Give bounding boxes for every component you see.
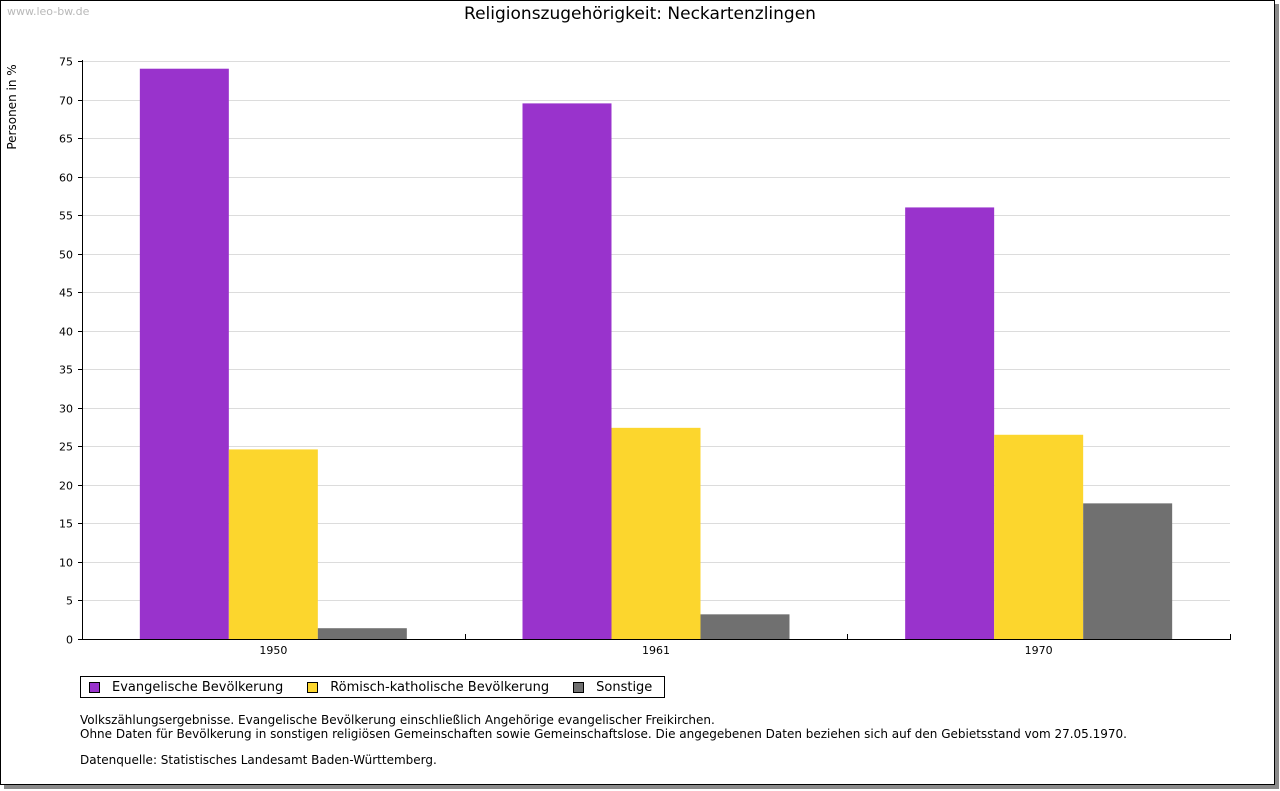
legend: Evangelische Bevölkerung Römisch-katholi… [80,676,666,698]
y-tick-label: 45 [59,287,73,300]
legend-label-katholisch: Römisch-katholische Bevölkerung [330,679,550,695]
legend-item-sonstige: Sonstige [573,680,652,695]
y-tick-label: 25 [59,441,73,454]
y-tick-label: 70 [59,95,73,108]
y-tick-label: 30 [59,403,73,416]
y-tick-label: 20 [59,480,73,493]
bar-1970-2 [994,434,1084,639]
bar-1970-3 [1083,503,1173,639]
y-tick-label: 75 [59,56,73,69]
legend-swatch-sonstige [573,681,585,693]
bar-1950-1 [139,68,229,639]
note-line-2: Ohne Daten für Bevölkerung in sonstigen … [80,727,1127,741]
y-tick-label: 40 [59,326,73,339]
y-tick-labels: 0 5 10 15 20 25 30 35 40 45 50 55 60 65 70 75 [59,56,73,647]
legend-item-evangelisch: Evangelische Bevölkerung [89,680,283,695]
legend-label-sonstige: Sonstige [596,679,653,695]
legend-label-evangelisch: Evangelische Bevölkerung [112,679,284,695]
y-tick-label: 55 [59,210,73,223]
chart-title: Religionszugehörigkeit: Neckartenzlingen [464,4,816,24]
bar-1961-3 [700,614,790,639]
legend-item-katholisch: Römisch-katholische Bevölkerung [307,680,549,695]
y-tick-label: 35 [59,364,73,377]
bar-1970-1 [905,207,995,639]
watermark: www.leo-bw.de [7,5,90,18]
bar-1950-2 [228,449,318,639]
y-tick-label: 5 [66,595,73,608]
y-tick-label: 65 [59,133,73,146]
x-tick-label: 1961 [642,644,670,657]
y-axis-label: Personen in % [5,64,19,149]
x-tick-labels: 1950 1961 1970 [259,644,1052,657]
bars [139,68,1173,640]
y-tick-label: 60 [59,172,73,185]
chart-notes: Volkszählungsergebnisse. Evangelische Be… [80,713,1127,767]
x-tick-label: 1970 [1025,644,1053,657]
y-tick-label: 0 [66,634,73,647]
y-tick-label: 15 [59,518,73,531]
data-source: Datenquelle: Statistisches Landesamt Bad… [80,753,437,767]
note-line-1: Volkszählungsergebnisse. Evangelische Be… [80,713,715,727]
axes [78,60,1231,640]
y-tick-label: 50 [59,249,73,262]
legend-swatch-katholisch [307,681,319,693]
y-tick-label: 10 [59,557,73,570]
bar-1961-1 [522,103,612,640]
legend-swatch-evangelisch [89,681,100,693]
x-tick-label: 1950 [259,644,287,657]
bar-1950-3 [317,628,407,639]
bar-1961-2 [611,427,701,639]
